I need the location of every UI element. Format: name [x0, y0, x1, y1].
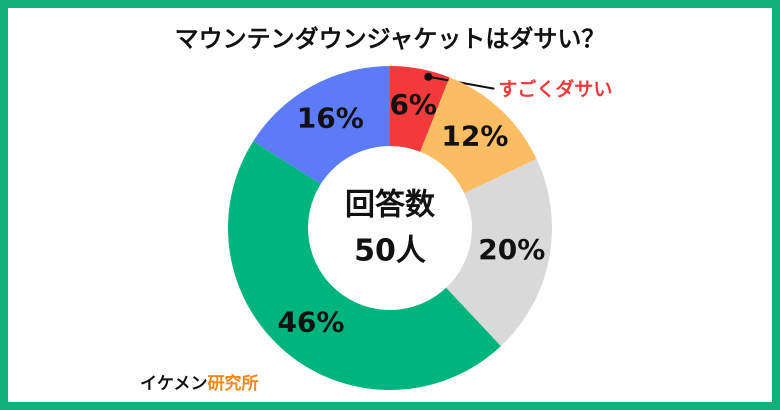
value-label: 20% — [478, 233, 545, 266]
donut-segment — [253, 66, 390, 185]
value-label: 6% — [389, 88, 437, 121]
donut-segment — [228, 141, 501, 391]
value-label: 16% — [297, 101, 364, 134]
brand: イケメン — [140, 374, 208, 394]
center-text: 50人 — [354, 234, 426, 269]
footer-brand: イケメン研究所 — [140, 373, 259, 394]
donut-segment — [420, 77, 537, 194]
chart-title: マウンテンダウンジャケットはダサい？ — [175, 25, 606, 53]
value-label: 46% — [277, 306, 344, 339]
category-label: すごくダサい — [498, 77, 612, 100]
center-text: 回答数 — [345, 188, 436, 223]
donut-segment — [446, 159, 552, 347]
value-label: 12% — [441, 120, 508, 153]
brand-accent: 研究所 — [208, 373, 259, 394]
donut-segment — [390, 66, 450, 152]
